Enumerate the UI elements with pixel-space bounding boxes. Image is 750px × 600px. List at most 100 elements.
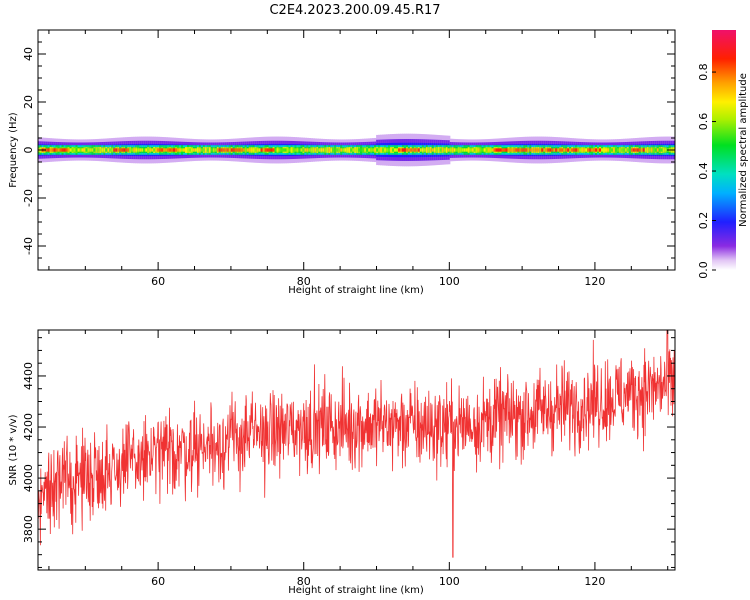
heatmap-cell bbox=[411, 148, 415, 152]
heatmap-cell bbox=[354, 148, 357, 152]
heatmap-cell bbox=[447, 148, 451, 152]
heatmap-cell bbox=[455, 148, 459, 152]
heatmap-cell bbox=[163, 148, 166, 152]
heatmap-cell bbox=[451, 148, 455, 152]
heatmap-cell bbox=[306, 148, 310, 152]
heatmap-cell bbox=[161, 148, 164, 152]
heatmap-cell bbox=[624, 148, 628, 152]
heatmap-cell bbox=[109, 148, 112, 152]
heatmap-cell bbox=[465, 148, 469, 152]
x-tick-label: 100 bbox=[439, 575, 460, 588]
heatmap-cell bbox=[324, 148, 327, 152]
heatmap-cell bbox=[358, 148, 361, 152]
heatmap-cell bbox=[449, 148, 453, 152]
heatmap-cell bbox=[501, 148, 505, 152]
heatmap-cell bbox=[71, 148, 75, 152]
heatmap-cell bbox=[491, 148, 495, 152]
heatmap-cell bbox=[587, 148, 590, 152]
heatmap-cell bbox=[296, 148, 300, 152]
heatmap-cell bbox=[107, 148, 110, 152]
y-tick-label: 20 bbox=[22, 95, 35, 109]
heatmap-cell bbox=[332, 148, 335, 152]
heatmap-cell bbox=[206, 148, 210, 152]
heatmap-cell bbox=[628, 148, 632, 152]
heatmap-cell bbox=[575, 148, 578, 152]
heatmap-cell bbox=[435, 148, 439, 152]
heatmap-cell bbox=[553, 148, 556, 152]
heatmap-cell bbox=[523, 148, 526, 152]
heatmap-cell bbox=[475, 148, 479, 152]
heatmap-cell bbox=[268, 148, 272, 152]
heatmap-cell bbox=[216, 148, 220, 152]
heatmap-cell bbox=[83, 148, 87, 152]
heatmap-cell bbox=[511, 148, 515, 152]
heatmap-cell bbox=[77, 148, 81, 152]
heatmap-cell bbox=[188, 148, 192, 152]
heatmap-cell bbox=[656, 148, 660, 152]
heatmap-cell bbox=[509, 148, 513, 152]
heatmap-cell bbox=[55, 148, 59, 152]
heatmap-cell bbox=[153, 148, 156, 152]
heatmap-cell bbox=[362, 148, 365, 152]
heatmap-cell bbox=[147, 148, 150, 152]
heatmap-cell bbox=[348, 148, 351, 152]
heatmap-cell bbox=[547, 148, 550, 152]
heatmap-cell bbox=[579, 148, 582, 152]
heatmap-cell bbox=[320, 148, 323, 152]
heatmap-cell bbox=[376, 148, 379, 152]
heatmap-cell bbox=[282, 148, 286, 152]
heatmap-cell bbox=[61, 148, 65, 152]
heatmap-cell bbox=[423, 148, 427, 152]
heatmap-cell bbox=[622, 148, 626, 152]
heatmap-cell bbox=[607, 148, 610, 152]
heatmap-cell bbox=[519, 148, 523, 152]
heatmap-cell bbox=[471, 148, 475, 152]
heatmap-cell bbox=[224, 148, 228, 152]
heatmap-cell bbox=[581, 148, 584, 152]
heatmap-cell bbox=[505, 148, 509, 152]
heatmap-cell bbox=[401, 148, 405, 152]
heatmap-cell bbox=[457, 148, 461, 152]
heatmap-cell bbox=[212, 148, 216, 152]
heatmap-cell bbox=[334, 148, 337, 152]
heatmap-cell bbox=[394, 148, 397, 152]
heatmap-cell bbox=[59, 148, 63, 152]
heatmap-cell bbox=[634, 148, 638, 152]
heatmap-cell bbox=[527, 148, 530, 152]
heatmap-cell bbox=[312, 148, 315, 152]
heatmap-cell bbox=[409, 148, 413, 152]
snr-ticks: 60 80 100 120 3800 4000 4200 4400 bbox=[22, 330, 675, 588]
heatmap-cell bbox=[330, 148, 333, 152]
heatmap-cell bbox=[662, 148, 666, 152]
heatmap-cell bbox=[407, 148, 411, 152]
heatmap-cell bbox=[202, 148, 206, 152]
heatmap-cell bbox=[487, 148, 491, 152]
heatmap-cell bbox=[127, 148, 130, 152]
heatmap-cell bbox=[210, 148, 214, 152]
snr-series bbox=[38, 330, 675, 558]
heatmap-cell bbox=[242, 148, 246, 152]
heatmap-cell bbox=[167, 148, 170, 152]
heatmap-cell bbox=[583, 148, 586, 152]
heatmap-cell bbox=[135, 148, 138, 152]
heatmap-cell bbox=[483, 148, 487, 152]
heatmap-cell bbox=[53, 148, 57, 152]
heatmap-cell bbox=[125, 148, 128, 152]
heatmap-cell bbox=[230, 148, 234, 152]
heatmap-cell bbox=[143, 148, 146, 152]
heatmap-cell bbox=[445, 148, 449, 152]
heatmap-cell bbox=[248, 148, 252, 152]
heatmap-cell bbox=[274, 148, 278, 152]
heatmap-cell bbox=[87, 148, 91, 152]
x-tick-label: 120 bbox=[584, 575, 605, 588]
heatmap-cell bbox=[493, 148, 497, 152]
x-tick-label: 60 bbox=[151, 575, 165, 588]
heatmap-cell bbox=[632, 148, 636, 152]
heatmap-cell bbox=[551, 148, 554, 152]
heatmap-cell bbox=[539, 148, 542, 152]
y-tick-label: 3800 bbox=[22, 515, 35, 543]
heatmap-cell bbox=[302, 148, 306, 152]
heatmap-cell bbox=[159, 148, 162, 152]
heatmap-cell bbox=[597, 148, 600, 152]
